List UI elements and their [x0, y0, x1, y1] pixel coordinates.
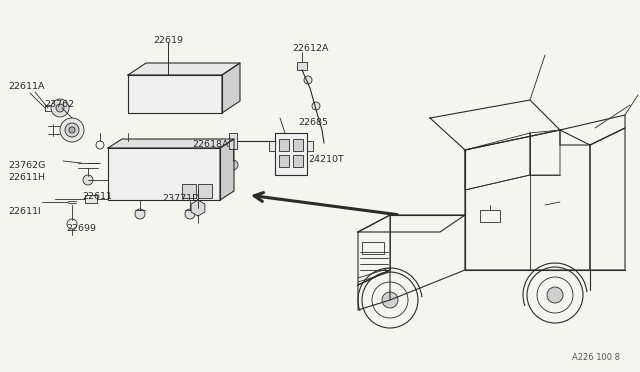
Polygon shape: [222, 63, 240, 113]
Circle shape: [51, 99, 69, 117]
Circle shape: [135, 209, 145, 219]
Bar: [279, 139, 289, 151]
Bar: [275, 133, 307, 175]
Circle shape: [60, 118, 84, 142]
Circle shape: [56, 104, 64, 112]
Bar: [293, 139, 303, 151]
Text: 22685: 22685: [298, 118, 328, 127]
Bar: [362, 242, 384, 254]
Text: 22699: 22699: [66, 224, 96, 233]
Bar: [297, 62, 307, 70]
Circle shape: [194, 204, 202, 212]
Text: 22619: 22619: [153, 36, 183, 45]
Circle shape: [83, 175, 93, 185]
Text: 24210T: 24210T: [308, 155, 344, 164]
Text: 23762: 23762: [44, 100, 74, 109]
Bar: [229, 133, 237, 149]
Bar: [480, 210, 500, 222]
Text: 22611H: 22611H: [8, 173, 45, 182]
Bar: [269, 141, 275, 151]
Bar: [293, 155, 303, 167]
Polygon shape: [220, 139, 234, 200]
Text: 22618A: 22618A: [192, 140, 228, 149]
Text: 22611: 22611: [82, 192, 112, 201]
Text: 23762G: 23762G: [8, 161, 45, 170]
Polygon shape: [108, 139, 234, 148]
Bar: [182, 184, 196, 198]
Polygon shape: [128, 75, 222, 113]
Circle shape: [69, 127, 75, 133]
Polygon shape: [128, 63, 240, 75]
Circle shape: [185, 209, 195, 219]
Circle shape: [65, 123, 79, 137]
Bar: [307, 141, 313, 151]
Circle shape: [382, 292, 398, 308]
Bar: [85, 195, 97, 203]
Bar: [198, 184, 212, 198]
Text: 22611A: 22611A: [8, 82, 45, 91]
Bar: [279, 155, 289, 167]
Text: 22611I: 22611I: [8, 207, 41, 216]
Text: 22612A: 22612A: [292, 44, 328, 53]
Polygon shape: [191, 200, 205, 216]
Text: A226 100 8: A226 100 8: [572, 353, 620, 362]
Polygon shape: [108, 148, 220, 200]
Circle shape: [547, 287, 563, 303]
Text: 23771D: 23771D: [162, 194, 200, 203]
Circle shape: [304, 76, 312, 84]
Circle shape: [228, 160, 238, 170]
Circle shape: [312, 102, 320, 110]
